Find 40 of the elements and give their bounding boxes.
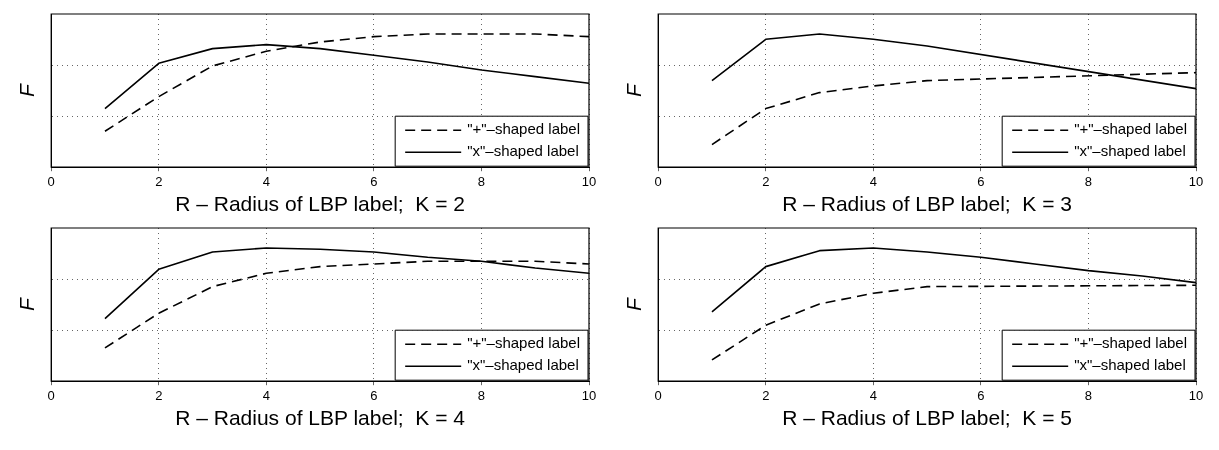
x-tick-label: 6 <box>977 173 985 189</box>
x-tick-label: 2 <box>155 387 163 403</box>
legend-label: "x"–shaped label <box>1074 356 1186 374</box>
x-axis-title: R – Radius of LBP label; K = 4 <box>175 406 466 430</box>
y-axis-title: F <box>622 83 646 98</box>
x-tick-label: 6 <box>977 387 985 403</box>
x-tick-label: 8 <box>477 173 486 189</box>
x-tick-label: 0 <box>47 173 55 189</box>
x-axis-title: R – Radius of LBP label; K = 5 <box>782 406 1072 430</box>
y-axis-title: F <box>15 83 39 98</box>
legend-label: "+"–shaped label <box>467 120 581 138</box>
legend-label: "x"–shaped label <box>467 356 579 374</box>
x-tick-label: 0 <box>47 387 55 403</box>
x-tick-label: 0 <box>654 387 662 403</box>
x-tick-label: 10 <box>581 173 597 189</box>
x-tick-label: 2 <box>762 387 770 403</box>
legend-label: "+"–shaped label <box>467 334 581 352</box>
x-tick-label: 6 <box>370 173 378 189</box>
x-tick-label: 4 <box>869 173 877 189</box>
x-tick-label: 8 <box>1084 173 1093 189</box>
x-tick-label: 2 <box>762 173 770 189</box>
x-tick-label: 10 <box>1188 387 1204 403</box>
x-tick-label: 10 <box>1188 173 1204 189</box>
x-axis-title: R – Radius of LBP label; K = 2 <box>175 192 465 216</box>
x-tick-label: 4 <box>869 387 877 403</box>
legend-label: "+"–shaped label <box>1074 120 1188 138</box>
x-tick-label: 4 <box>262 173 270 189</box>
x-tick-label: 10 <box>581 387 597 403</box>
x-tick-label: 8 <box>1084 387 1093 403</box>
x-axis-title: R – Radius of LBP label; K = 3 <box>782 192 1072 216</box>
legend-label: "+"–shaped label <box>1074 334 1188 352</box>
x-tick-label: 4 <box>262 387 270 403</box>
x-tick-label: 6 <box>370 387 378 403</box>
x-tick-label: 8 <box>477 387 486 403</box>
y-axis-title: F <box>622 297 646 312</box>
legend-label: "x"–shaped label <box>1074 142 1186 160</box>
x-tick-label: 0 <box>654 173 662 189</box>
y-axis-title: F <box>15 297 39 312</box>
x-tick-label: 2 <box>155 173 163 189</box>
legend-label: "x"–shaped label <box>467 142 579 160</box>
